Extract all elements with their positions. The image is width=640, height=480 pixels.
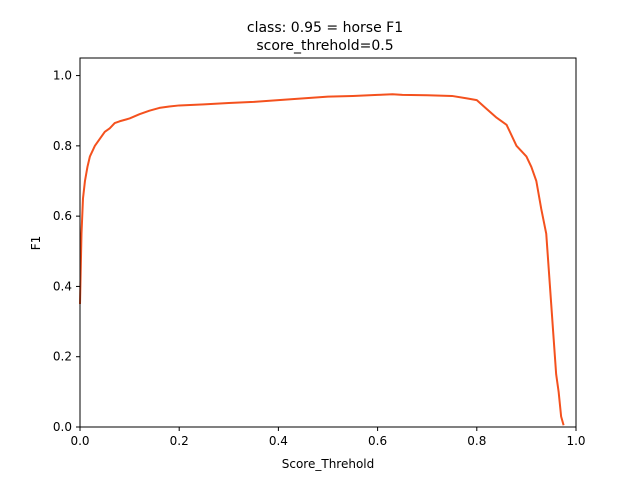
- chart-title: class: 0.95 = horse F1: [247, 20, 403, 36]
- chart-subtitle: score_threhold=0.5: [256, 38, 393, 54]
- x-tick-label: 0.6: [368, 434, 387, 448]
- x-axis: 0.0 0.2 0.4 0.6 0.8 1.0: [70, 427, 586, 448]
- series-line-0: [79, 93, 565, 426]
- y-tick-label: 0.8: [53, 139, 72, 153]
- plot-area: [79, 93, 565, 426]
- x-tick-label: 0.2: [170, 434, 189, 448]
- y-tick-label: 1.0: [53, 69, 72, 83]
- x-tick-label: 0.4: [269, 434, 288, 448]
- y-tick-label: 0.0: [53, 420, 72, 434]
- y-tick-label: 0.4: [53, 279, 72, 293]
- y-axis-label: F1: [29, 236, 43, 251]
- y-axis: 0.0 0.2 0.4 0.6 0.8 1.0: [53, 69, 80, 434]
- x-tick-label: 0.8: [467, 434, 486, 448]
- y-tick-label: 0.2: [53, 350, 72, 364]
- x-tick-label: 1.0: [566, 434, 585, 448]
- y-tick-label: 0.6: [53, 209, 72, 223]
- x-tick-label: 0.0: [70, 434, 89, 448]
- plot-frame: [79, 57, 577, 428]
- x-axis-label: Score_Threhold: [282, 457, 375, 471]
